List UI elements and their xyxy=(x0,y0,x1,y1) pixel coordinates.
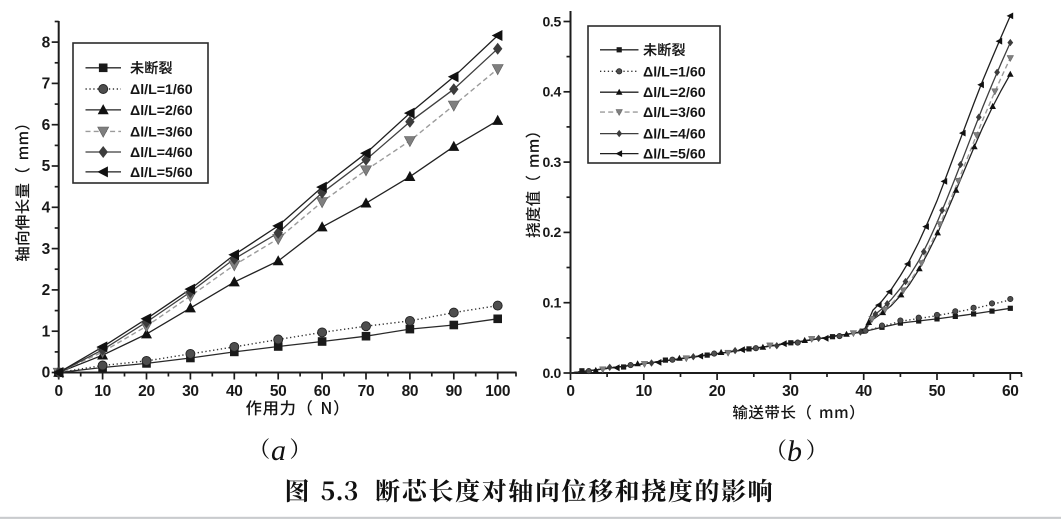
svg-text:Δl/L=5/60: Δl/L=5/60 xyxy=(130,165,193,181)
svg-text:3: 3 xyxy=(42,241,51,258)
svg-text:40: 40 xyxy=(855,383,872,400)
svg-text:Δl/L=2/60: Δl/L=2/60 xyxy=(643,85,706,101)
svg-text:10: 10 xyxy=(94,383,111,400)
svg-text:0: 0 xyxy=(42,365,50,382)
svg-text:60: 60 xyxy=(1002,383,1019,400)
svg-text:50: 50 xyxy=(270,383,287,400)
svg-text:5: 5 xyxy=(42,158,51,175)
svg-text:8: 8 xyxy=(42,34,51,51)
svg-text:1: 1 xyxy=(42,323,51,340)
svg-text:0.5: 0.5 xyxy=(542,13,561,29)
svg-text:10: 10 xyxy=(635,383,652,400)
svg-text:100: 100 xyxy=(485,383,510,400)
svg-text:Δl/L=3/60: Δl/L=3/60 xyxy=(643,105,706,121)
svg-text:Δl/L=3/60: Δl/L=3/60 xyxy=(130,124,193,140)
svg-text:20: 20 xyxy=(709,383,726,400)
svg-text:b: b xyxy=(787,435,802,468)
svg-text:2: 2 xyxy=(42,282,50,299)
svg-text:Δl/L=4/60: Δl/L=4/60 xyxy=(643,127,706,143)
svg-text:a: a xyxy=(271,434,286,467)
svg-text:90: 90 xyxy=(445,383,462,400)
svg-text:7: 7 xyxy=(42,76,50,93)
svg-text:Δl/L=1/60: Δl/L=1/60 xyxy=(130,82,193,98)
svg-text:Δl/L=4/60: Δl/L=4/60 xyxy=(130,145,193,161)
svg-text:0.4: 0.4 xyxy=(542,84,561,100)
svg-text:20: 20 xyxy=(138,383,155,400)
svg-text:60: 60 xyxy=(314,383,331,400)
svg-text:0: 0 xyxy=(55,383,63,400)
svg-text:6: 6 xyxy=(42,117,51,134)
svg-text:30: 30 xyxy=(782,383,799,400)
svg-text:0.1: 0.1 xyxy=(542,295,561,311)
svg-text:0: 0 xyxy=(566,383,574,400)
svg-text:70: 70 xyxy=(358,383,375,400)
svg-text:Δl/L=2/60: Δl/L=2/60 xyxy=(130,103,193,119)
svg-text:40: 40 xyxy=(226,383,243,400)
svg-text:30: 30 xyxy=(182,383,199,400)
svg-text:Δl/L=5/60: Δl/L=5/60 xyxy=(643,147,706,163)
svg-text:0.3: 0.3 xyxy=(542,154,561,170)
svg-text:80: 80 xyxy=(402,383,419,400)
svg-text:50: 50 xyxy=(929,383,946,400)
svg-text:0.0: 0.0 xyxy=(542,365,561,381)
svg-text:0.2: 0.2 xyxy=(542,224,561,240)
svg-text:Δl/L=1/60: Δl/L=1/60 xyxy=(643,64,706,80)
svg-text:4: 4 xyxy=(42,200,51,217)
